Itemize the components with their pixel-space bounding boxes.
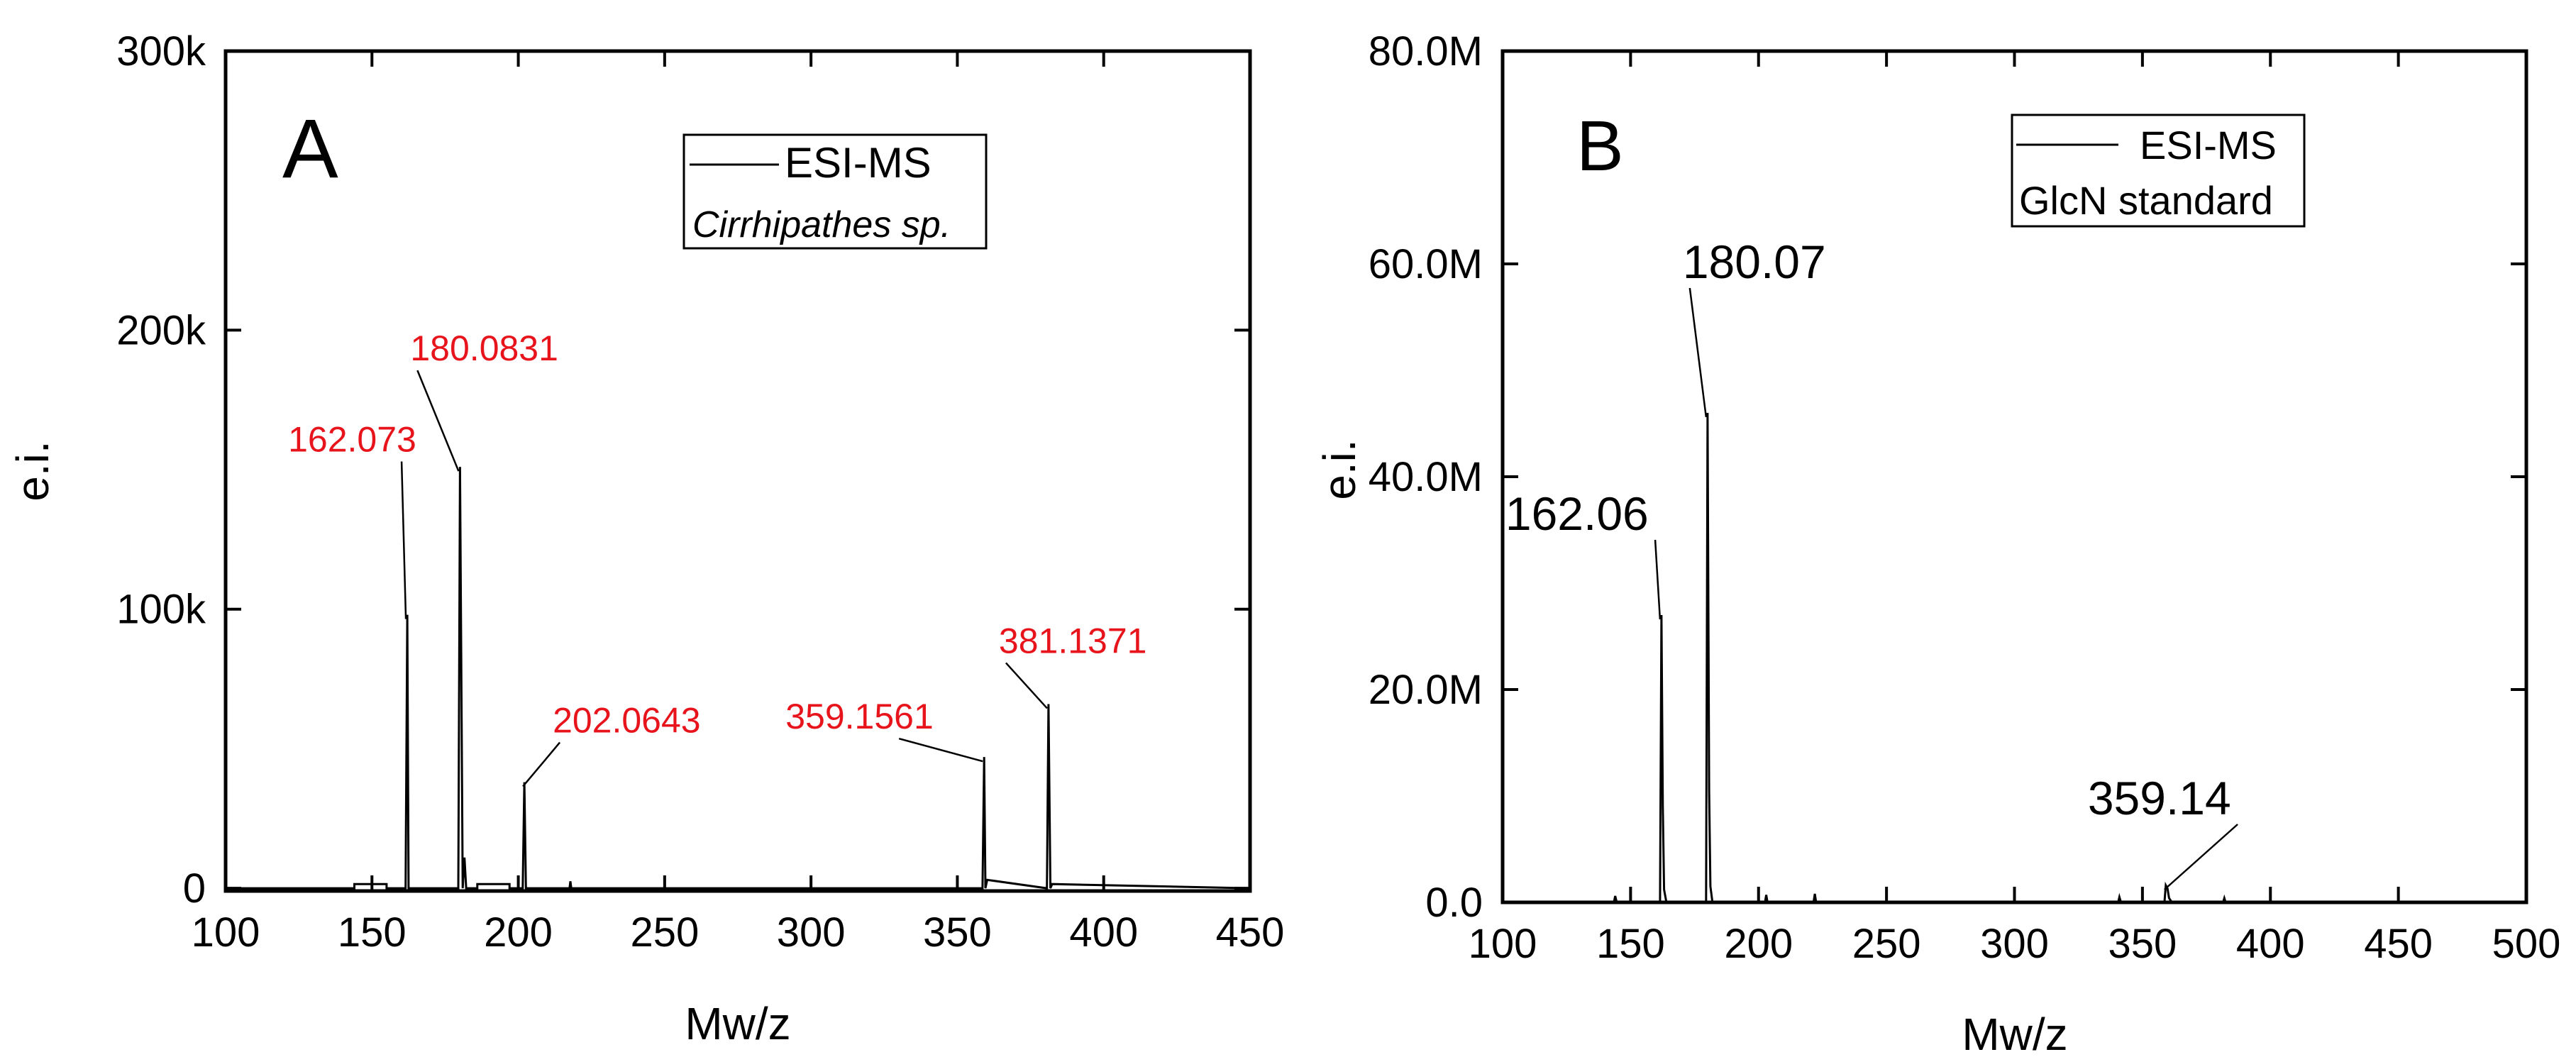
x-tick-label: 350	[923, 909, 992, 956]
chart-panel-a: 100 150 200 250 300 350 400 450 0 100k 200k 300k 1…	[7, 28, 1284, 1049]
x-tick-label: 450	[1216, 909, 1285, 956]
spectrum-line	[1566, 412, 2526, 904]
peak-label: 202.0643	[553, 701, 701, 741]
x-tick-label: 450	[2364, 921, 2433, 967]
x-axis-label: Mw/z	[1962, 1009, 2067, 1057]
annotation-leader	[1654, 539, 1662, 620]
x-tick-label: 350	[2108, 921, 2177, 967]
x-tick-label: 100	[192, 909, 260, 956]
peak-label: 381.1371	[999, 621, 1147, 660]
legend: ESI-MS GlcN standard	[2011, 114, 2306, 228]
peak-label: 359.14	[2088, 772, 2231, 824]
legend-entry: ESI-MS	[785, 139, 932, 187]
peak-annotations: 162.06 180.07 359.14	[1505, 236, 2238, 890]
annotation-leader	[400, 461, 407, 619]
legend-sample: GlcN standard	[2019, 178, 2273, 223]
legend-entry: ESI-MS	[2140, 123, 2277, 167]
plot-frame	[223, 49, 1252, 893]
x-tick-label: 250	[630, 909, 699, 956]
x-tick-label: 400	[2236, 921, 2305, 967]
x-tick-label: 300	[777, 909, 846, 956]
x-axis: 100 150 200 250 300 350 400 450 500	[1469, 51, 2561, 967]
spectrum-line	[226, 467, 1251, 890]
y-tick-label: 0	[183, 865, 206, 912]
y-axis: 0 100k 200k 300k	[116, 28, 1250, 912]
y-tick-label: 80.0M	[1369, 28, 1483, 74]
x-tick-label: 300	[1980, 921, 2049, 967]
panel-label: A	[282, 102, 338, 196]
peak-label: 162.06	[1505, 487, 1649, 540]
x-tick-label: 100	[1469, 921, 1537, 967]
legend: ESI-MS Cirrhipathes sp.	[682, 133, 988, 250]
x-tick-label: 150	[1596, 921, 1665, 967]
legend-box	[682, 133, 988, 250]
x-tick-label: 200	[1724, 921, 1793, 967]
y-tick-label: 20.0M	[1369, 667, 1483, 713]
y-axis-label: e.i.	[7, 441, 58, 501]
annotation-leader	[522, 741, 561, 787]
x-tick-label: 250	[1852, 921, 1921, 967]
y-tick-label: 300k	[116, 28, 206, 74]
y-tick-label: 200k	[116, 307, 206, 353]
y-tick-label: 40.0M	[1369, 454, 1483, 500]
annotation-leader	[898, 738, 983, 763]
y-axis-label: e.i.	[1314, 439, 1365, 499]
x-axis-label: Mw/z	[685, 998, 790, 1049]
x-tick-label: 150	[338, 909, 407, 956]
annotation-leader	[416, 370, 460, 472]
chart-panel-b: 100 150 200 250 300 350 400 450 500 0.0 20.0M 40.0…	[1314, 28, 2560, 1057]
y-axis: 0.0 20.0M 40.0M 60.0M 80.0M	[1369, 28, 2526, 926]
peak-label: 359.1561	[785, 697, 934, 736]
peak-annotations: 162.073 180.0831 202.0643 359.1561 381.1371	[288, 328, 1146, 787]
annotation-leader	[2164, 824, 2238, 890]
peak-label: 180.0831	[410, 328, 558, 368]
annotation-leader	[1688, 287, 1708, 418]
peak-label: 162.073	[288, 420, 416, 460]
x-axis: 100 150 200 250 300 350 400 450	[192, 51, 1285, 956]
peak-label: 180.07	[1683, 236, 1826, 288]
y-tick-label: 60.0M	[1369, 241, 1483, 287]
legend-box	[2011, 114, 2306, 228]
legend-sample: Cirrhipathes sp.	[692, 204, 951, 245]
x-tick-label: 200	[484, 909, 553, 956]
y-tick-label: 100k	[116, 587, 206, 633]
annotation-leader	[1005, 662, 1048, 709]
panel-label: B	[1576, 106, 1624, 186]
x-tick-label: 500	[2492, 921, 2561, 967]
y-tick-label: 0.0	[1425, 880, 1483, 926]
x-tick-label: 400	[1069, 909, 1138, 956]
